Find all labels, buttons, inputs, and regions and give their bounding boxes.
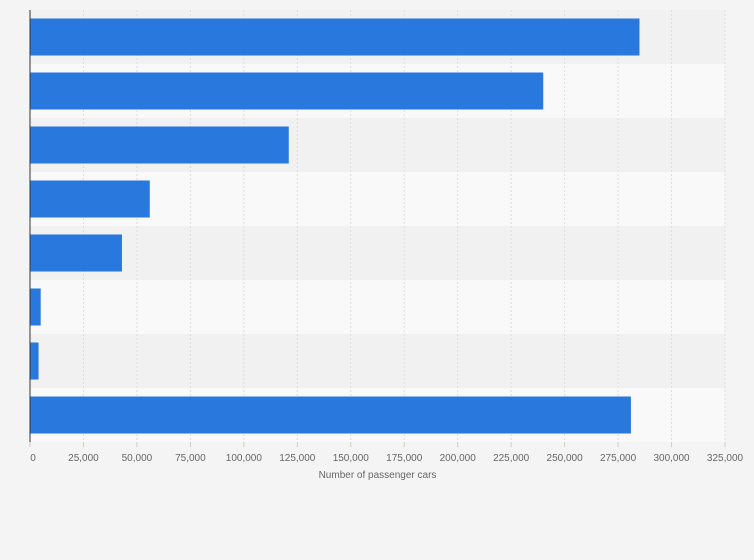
x-tick-label-9: 225,000 — [493, 453, 530, 464]
bar-7 — [30, 342, 39, 380]
x-tick-labels: 0 25,000 50,000 75,000 100,000 125,000 150,000… — [30, 453, 743, 464]
bar-5 — [30, 234, 122, 272]
row-band-6 — [30, 280, 725, 334]
row-band-5 — [30, 226, 725, 280]
x-tick-label-12: 300,000 — [653, 453, 690, 464]
x-tick-label-7: 175,000 — [386, 453, 423, 464]
x-tick-label-2: 50,000 — [122, 453, 153, 464]
x-tick-label-8: 200,000 — [440, 453, 477, 464]
row-band-7 — [30, 334, 725, 388]
x-tick-label-11: 275,000 — [600, 453, 637, 464]
x-tick-label-0: 0 — [30, 453, 36, 464]
bar-4 — [30, 180, 150, 218]
x-tick-label-4: 100,000 — [226, 453, 263, 464]
x-tick-label-13: 325,000 — [707, 453, 744, 464]
x-axis-title: Number of passenger cars — [319, 470, 437, 481]
axes — [29, 10, 726, 447]
bar-2 — [30, 72, 544, 110]
x-tick-label-5: 125,000 — [279, 453, 316, 464]
bar-8 — [30, 396, 631, 434]
bar-6 — [30, 288, 41, 326]
x-tick-label-6: 150,000 — [333, 453, 370, 464]
bar-1 — [30, 18, 640, 56]
bars — [30, 18, 640, 434]
bar-3 — [30, 126, 289, 164]
x-tick-label-1: 25,000 — [68, 453, 99, 464]
x-tick-label-3: 75,000 — [175, 453, 206, 464]
x-tick-label-10: 250,000 — [547, 453, 584, 464]
